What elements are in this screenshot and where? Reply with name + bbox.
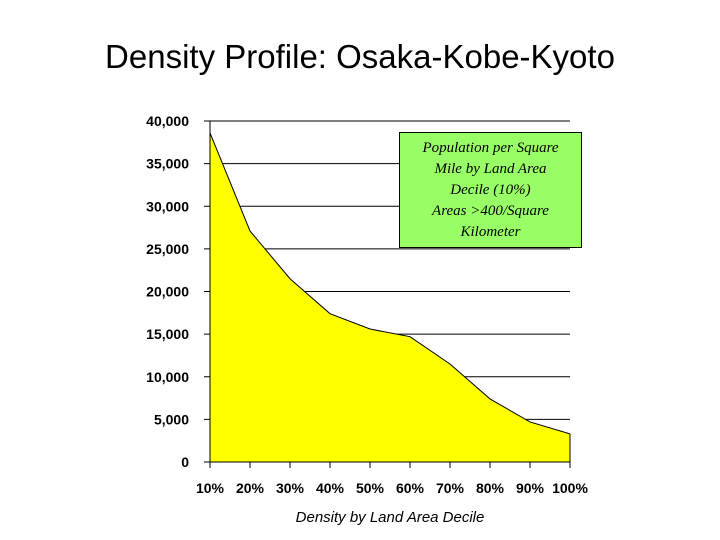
y-tick-label: 30,000 [146,198,189,214]
x-tick-label: 70% [436,480,465,496]
x-tick-label: 90% [516,480,545,496]
annotation-line: Population per Square [422,140,559,156]
x-tick-label: 80% [476,480,505,496]
x-tick-label: 40% [316,480,345,496]
area-outline [209,132,571,435]
y-tick-label: 25,000 [146,241,189,257]
x-tick-label: 50% [356,480,385,496]
x-tick-label: 60% [396,480,425,496]
x-tick-label: 20% [236,480,265,496]
annotation-line: Kilometer [460,224,521,240]
annotation-line: Mile by Land Area [434,161,547,177]
axes [204,120,571,468]
annotation-line: Areas >400/Square [432,203,549,219]
area-fill [210,132,570,462]
annotation-line: Decile (10%) [450,182,531,198]
y-tick-label: 10,000 [146,369,189,385]
x-axis-label: Density by Land Area Decile [295,509,485,526]
y-tick-label: 20,000 [146,284,189,300]
y-tick-label: 5,000 [154,411,189,427]
y-tick-labels: 0 5,000 10,000 15,000 20,000 25,000 30,000 35,0… [146,113,189,470]
y-tick-label: 40,000 [146,113,189,129]
y-tick-label: 35,000 [146,156,189,172]
data-area [209,132,571,462]
y-tick-label: 0 [181,454,189,470]
x-tick-labels: 10% 20% 30% 40% 50% 60% 70% 80% 90% 100% [196,480,588,496]
y-tick-label: 15,000 [146,326,189,342]
x-tick-label: 100% [552,480,588,496]
chart-annotation: Population per Square Mile by Land Area … [399,132,582,248]
chart-title: Density Profile: Osaka-Kobe-Kyoto [105,38,615,75]
x-tick-label: 10% [196,480,225,496]
x-tick-label: 30% [276,480,305,496]
